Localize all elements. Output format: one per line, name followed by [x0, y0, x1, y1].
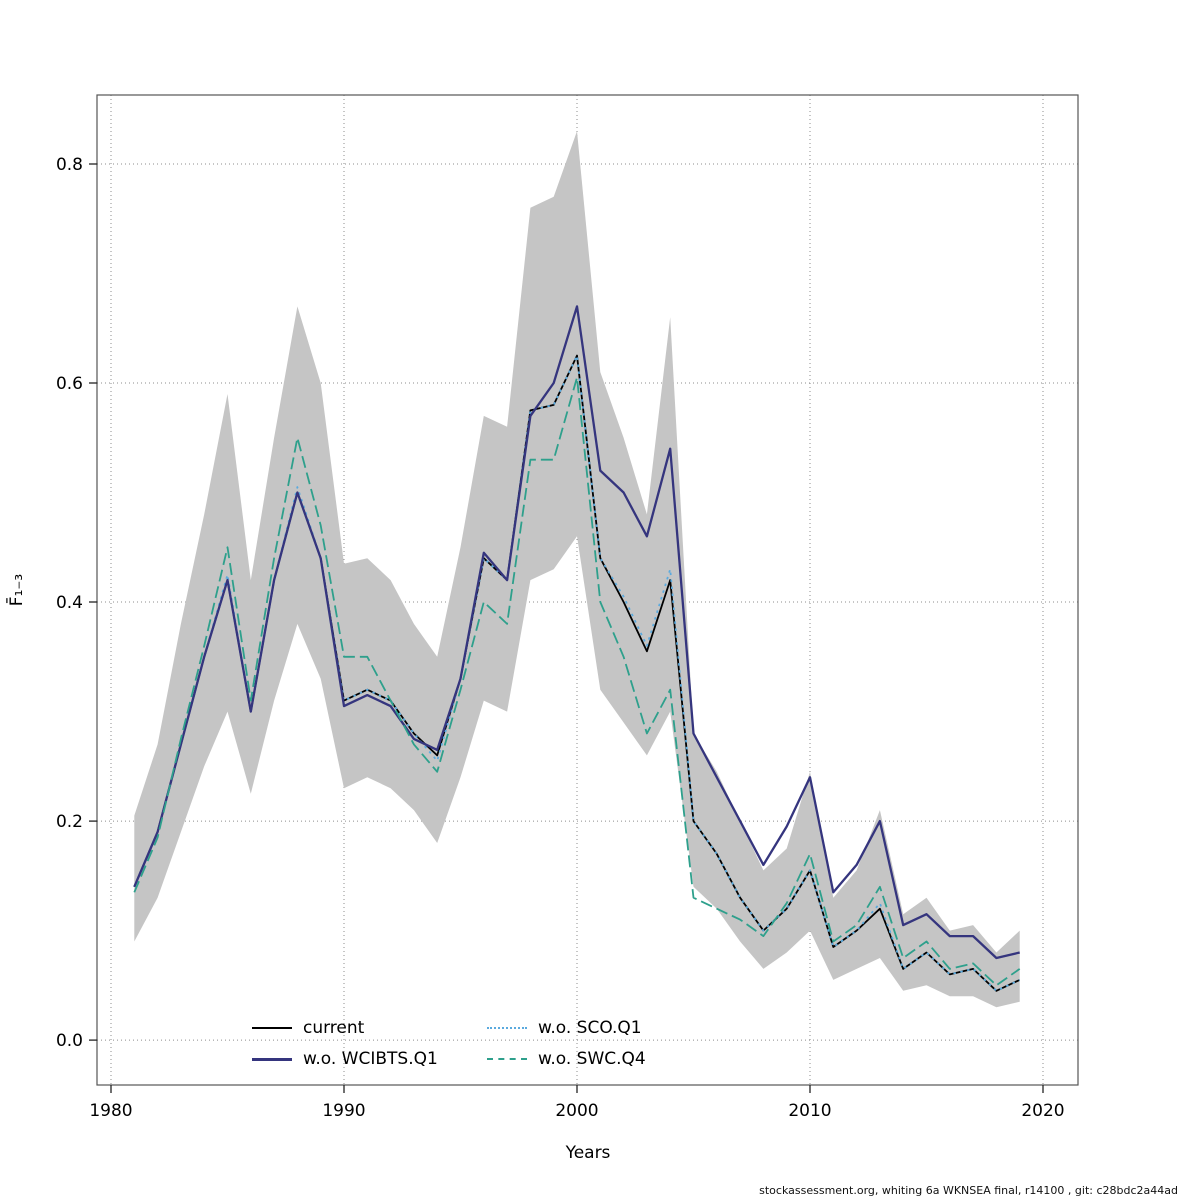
legend-item-wcibts-q1: w.o. WCIBTS.Q1 [252, 1047, 487, 1071]
y-tick-label: 0.8 [56, 155, 83, 175]
x-tick-label: 1980 [89, 1101, 132, 1121]
legend-line-sample-swc-q4 [487, 1058, 527, 1060]
x-axis-label: Years [565, 1143, 611, 1163]
legend-label: w.o. WCIBTS.Q1 [303, 1049, 438, 1069]
legend-line-sample-sco-q1 [487, 1027, 527, 1029]
legend-label: current [303, 1018, 365, 1038]
legend-label: w.o. SWC.Q4 [538, 1049, 646, 1069]
legend-line-sample-wcibts-q1 [252, 1057, 292, 1061]
legend-label: w.o. SCO.Q1 [538, 1018, 642, 1038]
y-tick-label: 0.4 [56, 593, 83, 613]
y-axis-label: F̄₁₋₃ [5, 574, 27, 606]
legend-line-sample-current [252, 1027, 292, 1029]
series-line-1 [133, 305, 1020, 960]
x-tick-label: 1990 [322, 1101, 365, 1121]
x-tick-label: 2020 [1021, 1101, 1064, 1121]
y-tick-label: 0.6 [56, 374, 83, 394]
y-tick-label: 0.0 [56, 1031, 83, 1051]
x-tick-label: 2010 [788, 1101, 831, 1121]
plot-border [96, 94, 1079, 1086]
legend-item-current: current [252, 1016, 487, 1040]
series-line-3 [133, 376, 1021, 987]
legend-item-sco-q1: w.o. SCO.Q1 [487, 1016, 646, 1040]
legend: current w.o. SCO.Q1 w.o. WCIBTS.Q1 w.o. … [252, 1016, 646, 1071]
x-tick-label: 2000 [555, 1101, 598, 1121]
footer-attribution: stockassessment.org, whiting 6a WKNSEA f… [759, 1184, 1178, 1197]
legend-item-swc-q4: w.o. SWC.Q4 [487, 1047, 646, 1071]
y-tick-label: 0.2 [56, 812, 83, 832]
